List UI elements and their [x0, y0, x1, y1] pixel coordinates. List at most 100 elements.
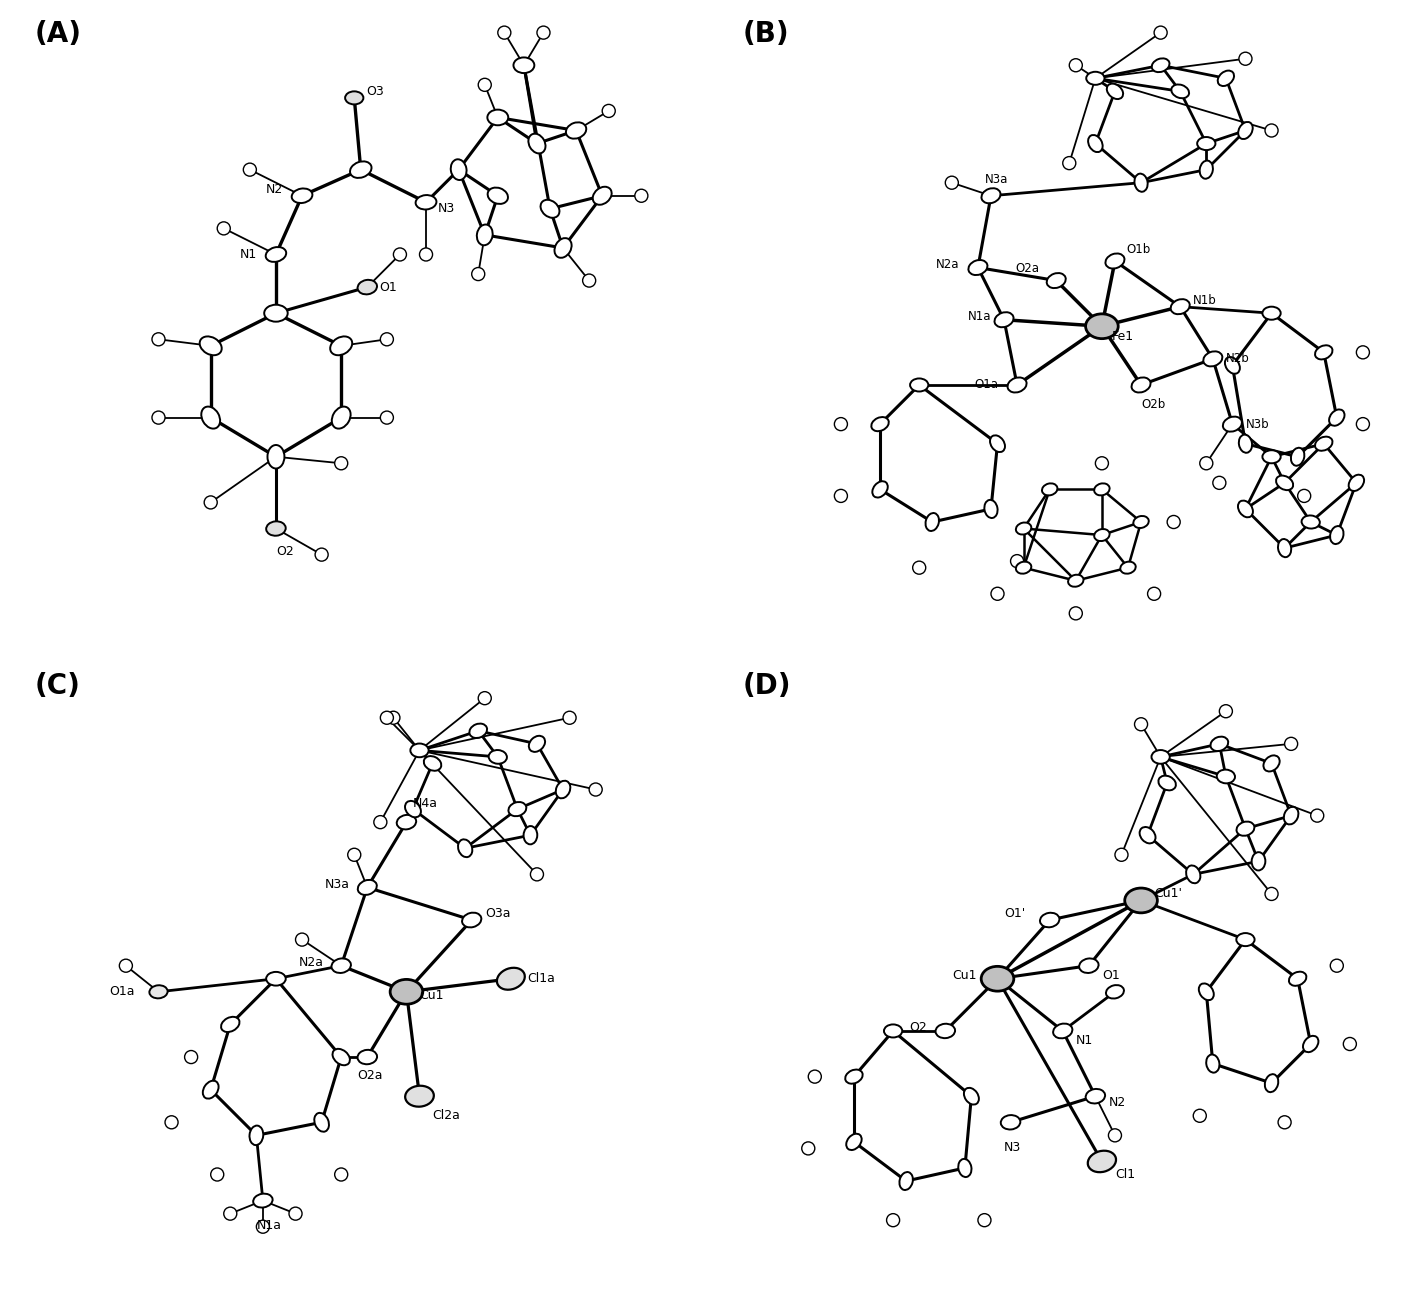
Text: N3a: N3a	[324, 878, 350, 890]
Circle shape	[1135, 718, 1148, 731]
Ellipse shape	[1264, 756, 1280, 771]
Circle shape	[472, 268, 485, 281]
Text: Cl1: Cl1	[1115, 1168, 1135, 1181]
Ellipse shape	[540, 200, 560, 218]
Ellipse shape	[1349, 475, 1365, 491]
Ellipse shape	[1329, 410, 1345, 425]
Ellipse shape	[555, 780, 570, 799]
Circle shape	[394, 248, 407, 261]
Circle shape	[537, 26, 550, 39]
Circle shape	[224, 1207, 237, 1220]
Ellipse shape	[333, 1049, 350, 1065]
Circle shape	[1238, 52, 1253, 65]
Ellipse shape	[330, 337, 353, 355]
Circle shape	[380, 411, 394, 424]
Ellipse shape	[1289, 972, 1306, 985]
Ellipse shape	[1105, 253, 1125, 269]
Circle shape	[289, 1207, 302, 1220]
Ellipse shape	[357, 880, 377, 895]
Ellipse shape	[1331, 526, 1343, 544]
Ellipse shape	[968, 260, 988, 275]
Ellipse shape	[565, 123, 587, 138]
Circle shape	[211, 1168, 224, 1181]
Ellipse shape	[200, 337, 221, 355]
Ellipse shape	[529, 133, 546, 154]
Ellipse shape	[1132, 377, 1151, 393]
Ellipse shape	[1238, 121, 1253, 140]
Circle shape	[152, 411, 164, 424]
Ellipse shape	[266, 972, 286, 985]
Ellipse shape	[350, 162, 371, 177]
Text: (A): (A)	[34, 20, 82, 47]
Text: N1: N1	[239, 248, 258, 261]
Ellipse shape	[1263, 450, 1281, 463]
Circle shape	[244, 163, 256, 176]
Circle shape	[913, 561, 925, 574]
Ellipse shape	[1047, 273, 1066, 288]
Ellipse shape	[592, 187, 612, 205]
Circle shape	[1298, 489, 1311, 502]
Text: N2a: N2a	[299, 957, 324, 968]
Circle shape	[1168, 515, 1180, 529]
Ellipse shape	[910, 378, 928, 392]
Circle shape	[1153, 26, 1168, 39]
Ellipse shape	[1302, 515, 1319, 529]
Text: (C): (C)	[34, 672, 81, 699]
Circle shape	[217, 222, 231, 235]
Text: N4a: N4a	[412, 797, 438, 810]
Ellipse shape	[1278, 539, 1291, 557]
Ellipse shape	[925, 513, 939, 531]
Text: N1a: N1a	[256, 1219, 282, 1232]
Text: N2: N2	[1108, 1096, 1125, 1109]
Circle shape	[1070, 59, 1083, 72]
Circle shape	[945, 176, 958, 189]
Circle shape	[589, 783, 602, 796]
Ellipse shape	[1135, 174, 1148, 192]
Ellipse shape	[254, 1194, 272, 1207]
Circle shape	[1200, 457, 1213, 470]
Circle shape	[1213, 476, 1226, 489]
Circle shape	[563, 711, 577, 724]
Ellipse shape	[1210, 736, 1229, 752]
Text: O1': O1'	[1005, 907, 1026, 920]
Text: O2: O2	[910, 1022, 927, 1034]
Ellipse shape	[487, 188, 507, 204]
Ellipse shape	[1217, 770, 1236, 783]
Circle shape	[530, 868, 544, 881]
Circle shape	[184, 1051, 197, 1064]
Circle shape	[990, 587, 1005, 600]
Ellipse shape	[390, 979, 422, 1005]
Ellipse shape	[1224, 358, 1240, 373]
Ellipse shape	[1206, 1054, 1220, 1073]
Circle shape	[315, 548, 329, 561]
Circle shape	[256, 1220, 269, 1233]
Text: O2a: O2a	[357, 1069, 383, 1082]
Ellipse shape	[1172, 85, 1189, 98]
Ellipse shape	[1265, 1074, 1278, 1092]
Circle shape	[334, 457, 347, 470]
Ellipse shape	[415, 194, 436, 210]
Ellipse shape	[1152, 59, 1169, 72]
Ellipse shape	[346, 91, 363, 104]
Ellipse shape	[981, 966, 1013, 992]
Ellipse shape	[1263, 307, 1281, 320]
Ellipse shape	[149, 985, 167, 998]
Text: O1: O1	[1102, 970, 1119, 981]
Ellipse shape	[1237, 822, 1254, 835]
Circle shape	[1265, 124, 1278, 137]
Ellipse shape	[469, 723, 487, 739]
Ellipse shape	[884, 1024, 903, 1037]
Circle shape	[1311, 809, 1323, 822]
Ellipse shape	[397, 814, 417, 830]
Text: N3: N3	[438, 202, 455, 215]
Circle shape	[374, 816, 387, 829]
Ellipse shape	[405, 1086, 434, 1107]
Ellipse shape	[458, 839, 472, 857]
Ellipse shape	[1085, 313, 1118, 338]
Ellipse shape	[1217, 70, 1234, 86]
Ellipse shape	[405, 801, 421, 817]
Text: O1a: O1a	[975, 378, 999, 392]
Ellipse shape	[266, 247, 286, 262]
Ellipse shape	[1088, 1151, 1117, 1172]
Ellipse shape	[1152, 750, 1170, 763]
